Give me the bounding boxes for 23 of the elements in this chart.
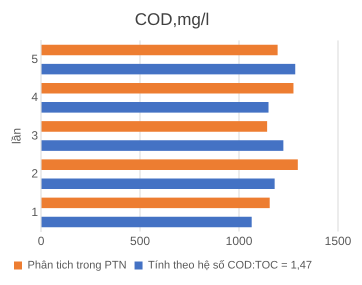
legend-label: Tính theo hệ số COD:TOC = 1,47 — [148, 260, 312, 272]
x-tick-label: 1500 — [324, 234, 352, 248]
bar — [42, 216, 252, 228]
bar — [42, 140, 284, 151]
y-tick-label: 1 — [31, 204, 38, 219]
y-axis-title: lần — [10, 128, 24, 144]
bar — [42, 64, 296, 74]
y-tick-label: 4 — [31, 90, 38, 104]
y-tick-label: 5 — [31, 52, 38, 66]
bar — [42, 198, 270, 208]
bar — [42, 121, 268, 132]
bar — [42, 102, 269, 113]
legend-label: Phân tich trong PTN — [28, 260, 127, 272]
bar — [42, 44, 278, 56]
y-tick-label: 2 — [31, 166, 38, 181]
bar — [42, 178, 275, 190]
y-tick-label: 3 — [31, 128, 38, 142]
x-tick-label: 1000 — [226, 234, 253, 248]
bar — [42, 82, 294, 94]
chart-title: COD,mg/l — [134, 10, 210, 29]
x-tick-label: 0 — [38, 234, 45, 248]
x-tick-label: 500 — [130, 234, 150, 248]
bar — [42, 159, 298, 170]
